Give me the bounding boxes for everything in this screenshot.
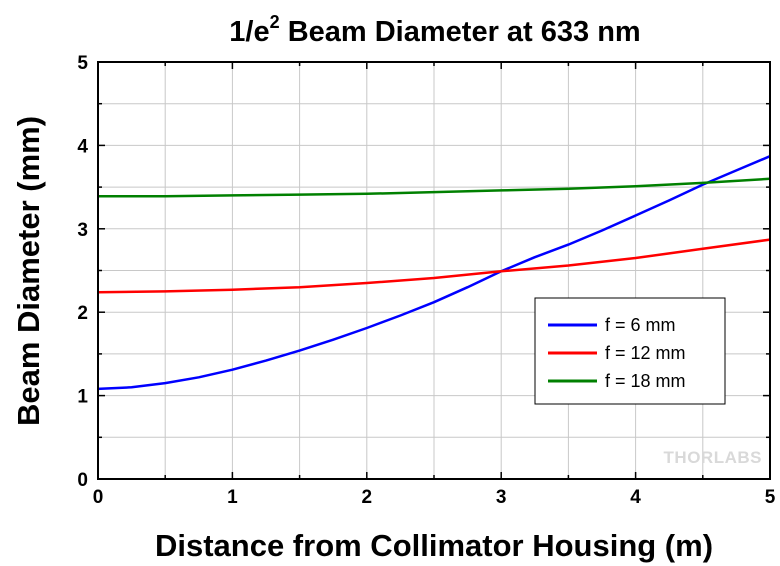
y-tick-label: 3 [77,220,88,241]
series-lines [97,155,771,391]
y-tick-label: 1 [77,387,88,408]
axis-ticks: 0 1 2 3 4 5 0 1 2 3 4 5 [77,53,775,508]
y-axis-title: Beam Diameter (mm) [11,116,46,426]
legend-label-3: f = 18 mm [605,371,686,391]
x-tick-label: 3 [496,487,507,508]
series-line-3 [98,177,771,198]
y-tick-label: 2 [77,303,88,324]
x-tick-label: 0 [93,487,104,508]
thorlabs-watermark: THORLABS [664,448,762,467]
x-axis-title: Distance from Collimator Housing (m) [155,528,713,563]
y-tick-label: 5 [77,53,88,74]
legend-box [534,297,726,405]
x-tick-label: 4 [630,487,641,508]
x-tick-label: 2 [362,487,373,508]
chart-title-superscript: 2 [270,12,280,32]
chart-title: 1/e2 Beam Diameter at 633 nm [229,12,640,48]
chart-title-rest: Beam Diameter at 633 nm [280,16,641,48]
series-line-2 [97,238,771,294]
x-tick-label: 1 [227,487,238,508]
legend: f = 6 mm f = 12 mm f = 18 mm [534,297,726,405]
legend-label-1: f = 6 mm [605,315,676,335]
chart-title-main: 1/e [229,16,269,48]
legend-label-2: f = 12 mm [605,343,686,363]
y-tick-label: 0 [77,470,88,491]
y-tick-label: 4 [77,136,88,157]
grid [98,62,770,479]
series-line-1 [97,155,771,391]
x-tick-label: 5 [765,487,776,508]
